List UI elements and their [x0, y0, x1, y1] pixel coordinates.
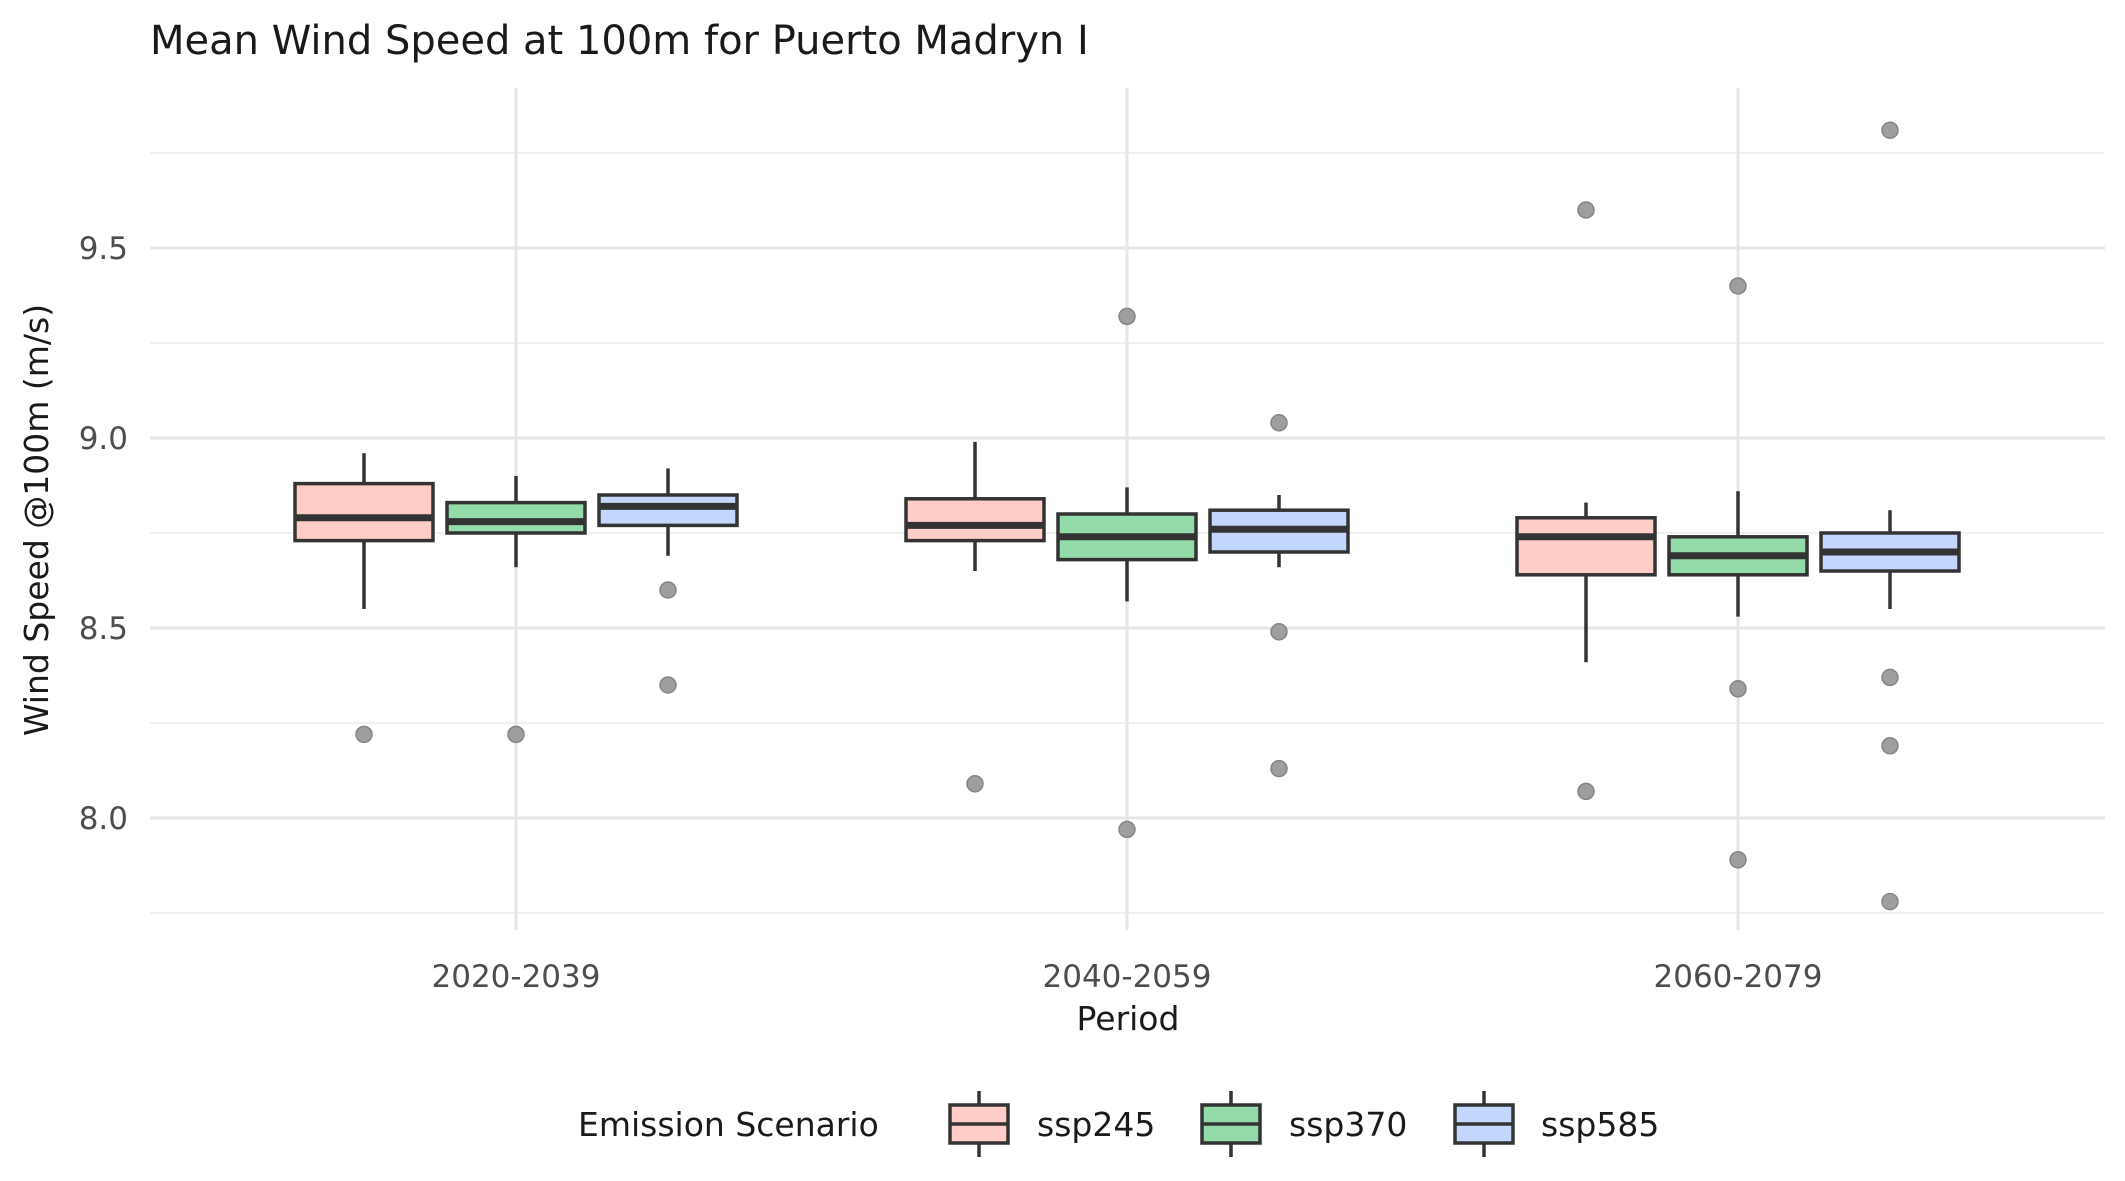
- outlier-point: [659, 581, 677, 599]
- box-iqr: [904, 497, 1046, 543]
- legend-item-ssp370: ssp370: [1200, 1091, 1407, 1157]
- box-iqr: [597, 493, 739, 528]
- box-ssp370-2060-2079: [1667, 491, 1809, 617]
- box-ssp245-2060-2079: [1515, 502, 1657, 663]
- box-iqr: [293, 481, 435, 543]
- x-tick-label: 2060-2079: [1654, 959, 1823, 995]
- box-ssp245-2040-2059: [904, 441, 1046, 571]
- y-tick-label: 9.0: [79, 421, 128, 457]
- x-axis-title: Period: [1077, 999, 1180, 1038]
- outlier-point: [1118, 307, 1136, 326]
- legend-title: Emission Scenario: [578, 1105, 879, 1144]
- outlier-point: [507, 725, 525, 744]
- outlier-point: [659, 676, 677, 694]
- box-ssp585-2020-2039: [597, 468, 739, 556]
- chart-title: Mean Wind Speed at 100m for Puerto Madry…: [150, 18, 1089, 64]
- x-axis-ticks: 2020-2039 2040-2059 2060-2079: [432, 959, 1823, 995]
- box-ssp370-2040-2059: [1056, 487, 1198, 602]
- outlier-point: [1881, 737, 1899, 755]
- y-axis-ticks: 8.0 8.5 9.0 9.5: [79, 231, 128, 837]
- y-tick-label: 8.5: [79, 611, 128, 647]
- box-ssp585-2040-2059: [1208, 495, 1350, 568]
- box-layer: [293, 441, 1961, 663]
- legend-item-ssp585: ssp585: [1453, 1091, 1659, 1157]
- y-tick-label: 9.5: [79, 231, 128, 267]
- legend-items: ssp245 ssp370 ssp585: [948, 1091, 1659, 1157]
- legend-item-ssp245: ssp245: [948, 1091, 1155, 1157]
- outlier-point: [355, 725, 373, 744]
- legend-label: ssp370: [1289, 1105, 1407, 1144]
- outlier-point: [1729, 851, 1747, 869]
- x-tick-label: 2040-2059: [1043, 959, 1212, 995]
- outlier-point: [1577, 782, 1595, 801]
- outlier-point: [1118, 820, 1136, 839]
- outlier-point: [1881, 668, 1899, 687]
- outlier-layer: [355, 121, 1899, 911]
- outlier-point: [1270, 623, 1288, 641]
- outlier-point: [1881, 121, 1899, 139]
- outlier-point: [1270, 414, 1288, 432]
- legend-label: ssp585: [1541, 1105, 1659, 1144]
- box-ssp585-2060-2079: [1819, 510, 1961, 609]
- legend: Emission Scenario ssp245 ssp370 ssp585: [578, 1091, 1659, 1157]
- box-iqr: [445, 500, 587, 535]
- x-tick-label: 2020-2039: [432, 959, 601, 995]
- outlier-point: [1729, 277, 1747, 295]
- y-axis-title: Wind Speed @100m (m/s): [17, 304, 56, 736]
- outlier-point: [966, 775, 984, 793]
- box-ssp370-2020-2039: [445, 476, 587, 568]
- y-tick-label: 8.0: [79, 801, 128, 837]
- legend-label: ssp245: [1037, 1105, 1155, 1144]
- outlier-point: [1270, 759, 1288, 778]
- box-ssp245-2020-2039: [293, 453, 435, 609]
- outlier-point: [1881, 892, 1899, 911]
- outlier-point: [1577, 201, 1595, 219]
- outlier-point: [1729, 680, 1747, 698]
- box-iqr: [1515, 516, 1657, 577]
